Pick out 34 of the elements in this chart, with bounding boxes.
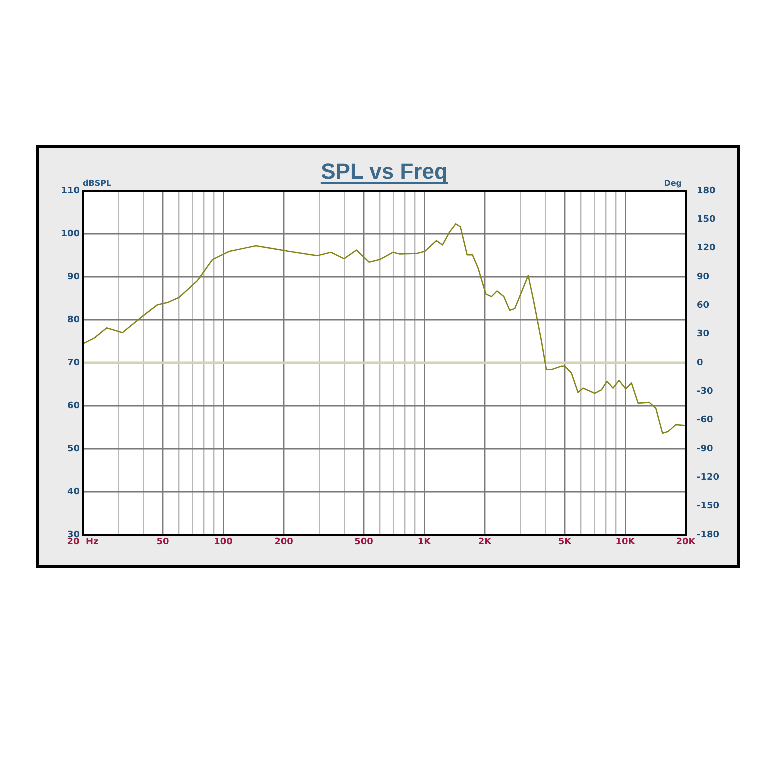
y-tick-label: 90 — [67, 272, 80, 282]
y-tick-label: 50 — [67, 444, 80, 454]
y2-tick-label: -60 — [697, 416, 714, 426]
y-tick-label: 110 — [61, 186, 80, 196]
y2-tick-label: 30 — [697, 330, 710, 340]
x-tick-label: 10K — [616, 538, 636, 548]
y2-tick-label: 180 — [697, 186, 716, 196]
y2-tick-label: 120 — [697, 244, 716, 254]
y2-tick-label: -120 — [697, 473, 720, 484]
y-tick-label: 40 — [67, 487, 80, 498]
y-tick-label: 100 — [61, 229, 80, 240]
x-tick-label: 20K — [676, 538, 697, 548]
x-tick-label: 500 — [354, 538, 374, 548]
y2-tick-label: -180 — [697, 530, 720, 540]
x-tick-label: 5K — [558, 538, 573, 548]
x-tick-label: 50 — [156, 538, 170, 548]
y-axis-title: dBSPL — [83, 179, 112, 188]
y2-tick-label: 0 — [697, 358, 704, 368]
y-tick-label: 70 — [67, 358, 80, 368]
x-tick-label: 1K — [418, 538, 432, 548]
y2-tick-label: -90 — [697, 444, 714, 454]
x-tick-label: 100 — [214, 538, 233, 548]
y2-axis-title: Deg — [664, 179, 682, 188]
y2-tick-label: 90 — [697, 272, 710, 282]
x-tick-label: 2K — [478, 538, 493, 548]
x-tick-label: 20 Hz — [67, 538, 99, 548]
y2-tick-label: -150 — [697, 502, 720, 512]
x-tick-label: 200 — [274, 538, 294, 548]
chart-title: SPL vs Freq — [321, 159, 448, 184]
y2-tick-label: 60 — [697, 301, 710, 312]
y-tick-label: 60 — [67, 401, 80, 412]
y2-tick-label: -30 — [697, 387, 714, 398]
y2-tick-label: 150 — [697, 215, 716, 226]
y-tick-label: 80 — [67, 315, 80, 326]
